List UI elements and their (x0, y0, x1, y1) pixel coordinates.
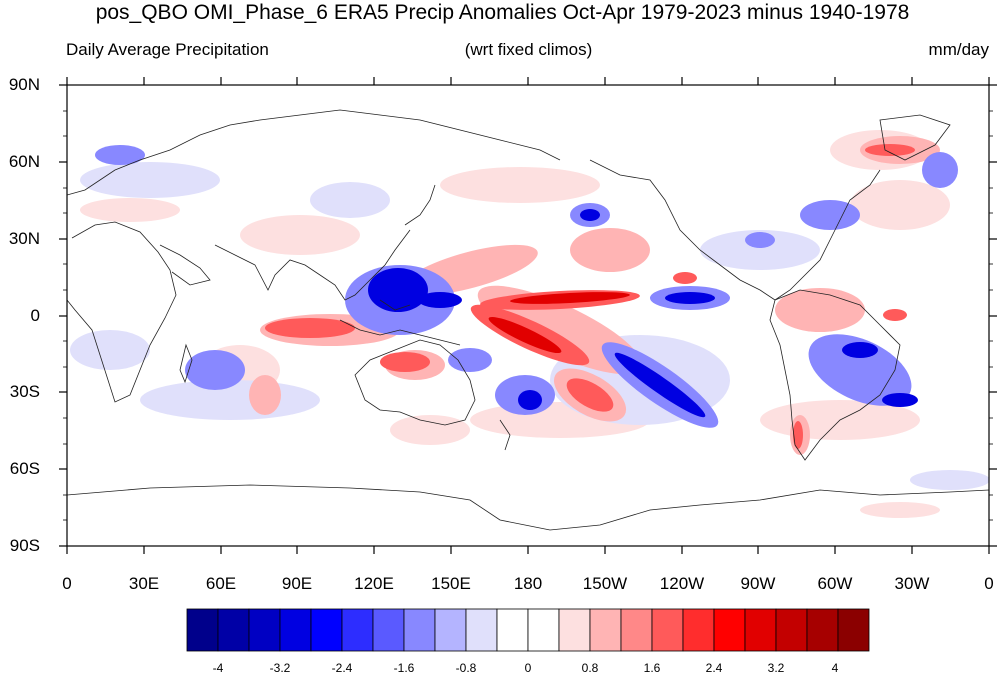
colorbar-swatch (372, 608, 405, 652)
lon-label-30e: 30E (128, 574, 160, 593)
colorbar-label: -3.2 (269, 661, 291, 675)
lat-label-90n: 90N (8, 75, 40, 94)
colorbar-label: -4 (212, 661, 224, 675)
colorbar-label: 0 (524, 661, 532, 675)
colorbar-swatch (217, 608, 250, 652)
colorbar-swatch (558, 608, 591, 652)
colorbar-swatch (837, 608, 870, 652)
units-label: mm/day (928, 40, 989, 59)
colorbar-swatch (620, 608, 653, 652)
colorbar (186, 608, 870, 652)
colorbar-swatch (775, 608, 808, 652)
coastlines (67, 109, 989, 531)
colorbar-label: 0.8 (581, 661, 599, 675)
colorbar-label: 1.6 (643, 661, 661, 675)
lon-label-60e: 60E (205, 574, 237, 593)
lon-label-60w: 60W (817, 574, 853, 593)
lat-label-30n: 30N (8, 229, 40, 248)
lat-label-90s: 90S (9, 536, 40, 555)
colorbar-swatch (527, 608, 560, 652)
colorbar-swatch (434, 608, 467, 652)
lon-label-90e: 90E (281, 574, 313, 593)
lon-label-120e: 120E (354, 574, 394, 593)
colorbar-swatch (682, 608, 715, 652)
colorbar-label: -2.4 (331, 661, 353, 675)
lon-label-150w: 150W (582, 574, 628, 593)
colorbar-swatch (744, 608, 777, 652)
strong-negative-anomalies (368, 209, 918, 418)
colorbar-swatch (496, 608, 529, 652)
colorbar-swatch (310, 608, 343, 652)
colorbar-swatch (279, 608, 312, 652)
very-strong-positive-anomalies (488, 292, 630, 354)
colorbar-label: 2.4 (705, 661, 723, 675)
lat-label-60s: 60S (9, 459, 40, 478)
colorbar-swatch (651, 608, 684, 652)
lat-label-60n: 60N (8, 152, 40, 171)
colorbar-swatch (806, 608, 839, 652)
colorbar-label: 3.2 (767, 661, 785, 675)
map-title: pos_QBO OMI_Phase_6 ERA5 Precip Anomalie… (95, 1, 910, 24)
colorbar-swatch (341, 608, 374, 652)
lat-label-30s: 30S (9, 382, 40, 401)
lon-label-0-left: 0 (62, 574, 72, 593)
center-subtitle: (wrt fixed climos) (464, 40, 593, 59)
colorbar-label: -0.8 (455, 661, 477, 675)
left-subtitle: Daily Average Precipitation (66, 40, 269, 59)
lat-label-eq: 0 (30, 306, 40, 325)
lon-label-30w: 30W (894, 574, 930, 593)
lon-label-90w: 90W (740, 574, 776, 593)
colorbar-swatch (589, 608, 622, 652)
colorbar-swatch (403, 608, 436, 652)
colorbar-swatch (186, 608, 219, 652)
colorbar-label: 4 (831, 661, 839, 675)
lon-label-180: 180 (513, 574, 543, 593)
minor-ticks (63, 110, 993, 521)
axis-ticks (59, 77, 997, 554)
colorbar-swatch (713, 608, 746, 652)
lon-label-120w: 120W (659, 574, 705, 593)
colorbar-label: -1.6 (393, 661, 415, 675)
lon-label-0-right: 0 (984, 574, 994, 593)
colorbar-swatch (248, 608, 281, 652)
anomaly-field (70, 130, 989, 518)
colorbar-swatch (465, 608, 498, 652)
lon-label-150e: 150E (431, 574, 471, 593)
